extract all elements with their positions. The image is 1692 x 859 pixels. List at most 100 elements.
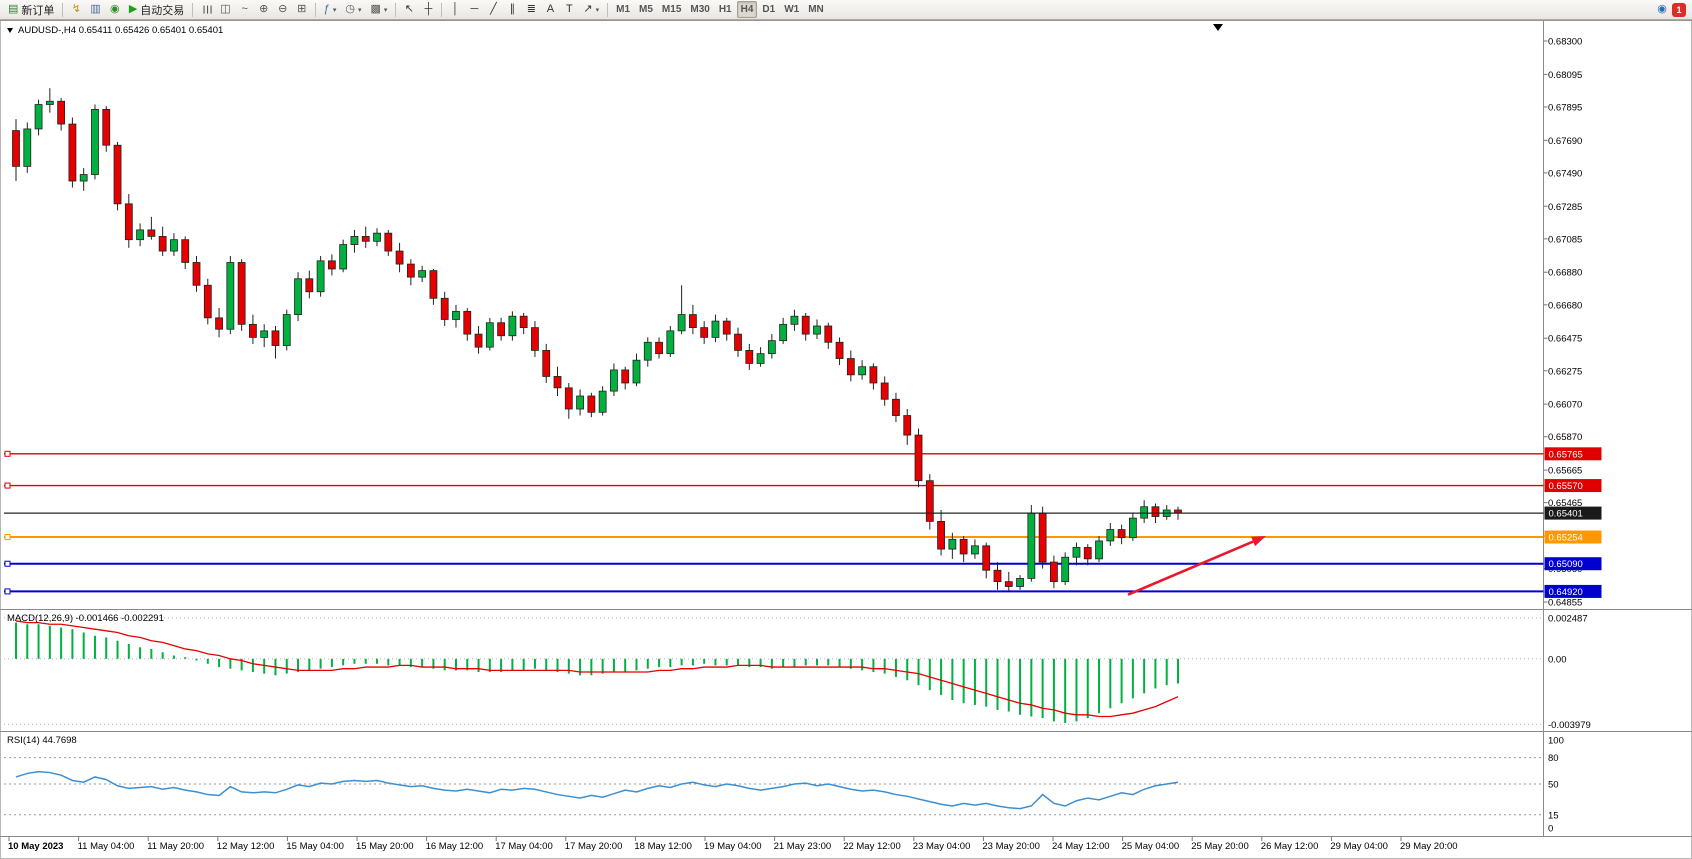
timeframe-mn-button[interactable]: MN: [804, 1, 828, 18]
candle: [147, 229, 156, 237]
vertical-line-button[interactable]: │: [446, 1, 464, 18]
trendline-button[interactable]: ╱: [484, 1, 502, 18]
fibonacci-button[interactable]: ≣: [522, 1, 540, 18]
candle: [925, 480, 934, 522]
line-handle[interactable]: [4, 560, 11, 567]
candles-mode-button[interactable]: ◫: [216, 1, 234, 18]
timeframe-w1-button[interactable]: W1: [780, 1, 803, 18]
strategy-tester-button[interactable]: ◉: [106, 1, 124, 18]
templates-icon: ▩: [370, 3, 381, 15]
candle: [971, 545, 979, 555]
candle: [711, 320, 720, 338]
market-watch-button[interactable]: ▥: [86, 1, 104, 18]
candle: [587, 395, 596, 413]
auto-trading-button[interactable]: ▶ 自动交易: [125, 1, 188, 18]
mql-editor-button[interactable]: ↯: [67, 1, 85, 18]
svg-text:12 May 12:00: 12 May 12:00: [217, 841, 275, 852]
arrows-button[interactable]: ↗ ▾: [579, 1, 603, 18]
trendline-icon: ╱: [490, 3, 497, 15]
cursor-button[interactable]: ↖: [400, 1, 418, 18]
candle: [215, 317, 223, 330]
svg-text:0.67085: 0.67085: [1548, 234, 1582, 245]
toolbar-separator: [607, 2, 609, 17]
candle: [91, 108, 99, 175]
timeframe-m30-button[interactable]: M30: [686, 1, 713, 18]
candle: [508, 315, 517, 337]
crosshair-button[interactable]: ┼: [419, 1, 437, 18]
svg-text:10 May 2023: 10 May 2023: [8, 841, 63, 852]
candle: [170, 239, 178, 252]
toolbar-separator: [395, 2, 397, 17]
line-handle[interactable]: [4, 588, 11, 595]
candle: [1072, 547, 1081, 558]
equidistant-channel-button[interactable]: ∥: [503, 1, 521, 18]
candle: [677, 314, 686, 332]
line-handle[interactable]: [4, 450, 11, 457]
timeframe-m5-button[interactable]: M5: [635, 1, 657, 18]
svg-text:0.65090: 0.65090: [1549, 559, 1583, 570]
candle: [666, 330, 675, 355]
indicators-button[interactable]: ƒ ▾: [320, 1, 341, 18]
price-badges: 0.65765 0.65570 0.65401 0.65254 0.65090 0.649…: [4, 447, 1602, 598]
svg-text:0.67285: 0.67285: [1548, 202, 1582, 213]
time-scale: 10 May 2023 11 May 04:00 11 May 20:00 12 Ma…: [8, 837, 1458, 852]
bars-mode-button[interactable]: ☰: [197, 1, 215, 18]
tile-windows-button[interactable]: ⊞: [293, 1, 311, 18]
candle: [124, 203, 133, 241]
svg-text:0.67490: 0.67490: [1548, 168, 1582, 179]
timeframe-m1-button[interactable]: M1: [612, 1, 634, 18]
candle: [271, 330, 280, 346]
auto-trading-icon: ▶: [128, 3, 138, 15]
horizontal-line-button[interactable]: ─: [465, 1, 483, 18]
symbol-dropdown-icon[interactable]: [7, 28, 13, 33]
candle: [643, 341, 652, 361]
candle: [1128, 517, 1137, 539]
support-button[interactable]: ◉: [1653, 1, 1671, 18]
svg-text:25 May 04:00: 25 May 04:00: [1122, 841, 1180, 852]
line-handle[interactable]: [4, 534, 11, 541]
macd-layer: 0.002487 0.00 -0.003979: [4, 613, 1591, 731]
svg-text:-0.003979: -0.003979: [1548, 720, 1591, 731]
candle: [880, 382, 889, 400]
line-handle[interactable]: [4, 482, 11, 489]
svg-text:25 May 20:00: 25 May 20:00: [1191, 841, 1249, 852]
timeframe-d1-button[interactable]: D1: [758, 1, 779, 18]
svg-text:23 May 04:00: 23 May 04:00: [913, 841, 971, 852]
line-mode-button[interactable]: ~: [236, 1, 254, 18]
timeframe-m15-button[interactable]: M15: [658, 1, 685, 18]
candle: [1106, 529, 1115, 542]
candle: [869, 366, 878, 384]
candle: [23, 128, 32, 167]
rsi-indicator-label: RSI(14) 44.7698: [7, 735, 77, 746]
zoom-in-button[interactable]: ⊕: [255, 1, 273, 18]
candle: [463, 310, 472, 335]
candle: [1016, 577, 1024, 587]
chart-shift-marker[interactable]: [1213, 24, 1223, 31]
candle: [282, 314, 291, 346]
notification-badge[interactable]: 1: [1672, 2, 1686, 17]
new-order-button[interactable]: ▤ 新订单: [4, 1, 58, 18]
horizontal-line-icon: ─: [470, 3, 479, 15]
candle: [1027, 512, 1036, 579]
fibonacci-icon: ≣: [526, 3, 536, 15]
zoom-out-button[interactable]: ⊖: [274, 1, 292, 18]
candle: [474, 333, 483, 348]
templates-button[interactable]: ▩ ▾: [366, 1, 391, 18]
candle: [779, 323, 788, 342]
timeframe-h4-button[interactable]: H4: [736, 1, 758, 18]
text-label-button[interactable]: T: [560, 1, 578, 18]
text-button[interactable]: A: [541, 1, 559, 18]
candle: [384, 232, 393, 252]
candle: [632, 359, 641, 384]
periods-button[interactable]: ◷ ▾: [341, 1, 365, 18]
price-scale: 0.68300 0.68095 0.67895 0.67690 0.67490 0.672…: [1543, 37, 1582, 609]
hlines-layer[interactable]: [4, 450, 1544, 595]
arrow-annotation[interactable]: [1127, 536, 1266, 596]
candle: [846, 358, 855, 376]
candle: [858, 366, 867, 376]
timeframe-h1-button[interactable]: H1: [715, 1, 736, 18]
candle: [429, 270, 438, 299]
svg-text:29 May 04:00: 29 May 04:00: [1330, 841, 1388, 852]
vertical-line-icon: │: [451, 3, 459, 15]
